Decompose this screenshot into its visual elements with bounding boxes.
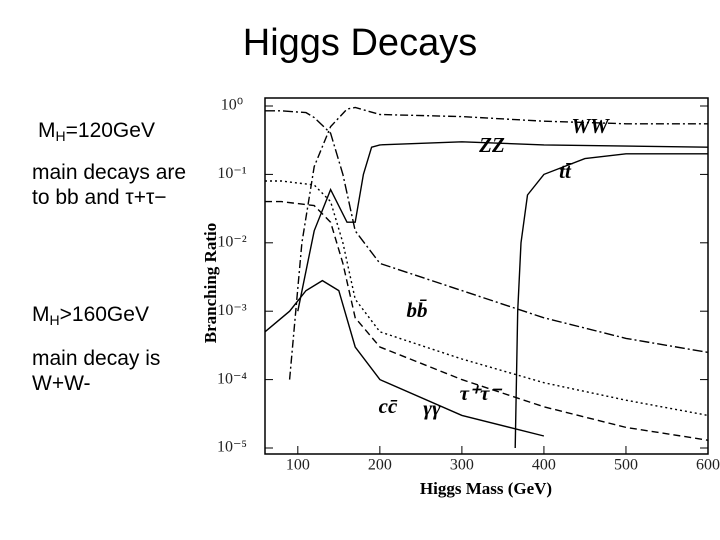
series-line — [297, 141, 708, 312]
x-tick-label: 500 — [614, 457, 638, 474]
note: main decay is W+W- — [32, 347, 161, 395]
series-line — [265, 110, 708, 354]
curve-label: cc̄ — [379, 394, 399, 418]
text: =120GeV — [65, 119, 155, 142]
curve-label: ZZ — [478, 133, 505, 157]
note: main decays are to bb and τ+τ− — [32, 161, 187, 209]
series-line — [265, 279, 545, 437]
y-tick-label: 10⁻⁴ — [217, 370, 247, 387]
note: MH=120GeV — [38, 118, 155, 149]
series-line — [514, 153, 708, 449]
curve-label: bb̄ — [407, 298, 428, 322]
y-tick-label: 10⁰ — [221, 97, 243, 114]
curve-label: tt̄ — [559, 159, 573, 183]
plot-frame — [264, 97, 709, 455]
y-tick-label: 10⁻² — [217, 233, 246, 250]
subscript: H — [49, 312, 60, 328]
text: M — [38, 119, 56, 142]
y-tick-label: 10⁻¹ — [217, 165, 246, 182]
note: MH>160GeV — [32, 302, 149, 333]
slide-title: Higgs Decays — [242, 22, 478, 64]
text: M — [32, 303, 50, 326]
subscript: H — [55, 128, 66, 144]
x-tick-label: 100 — [286, 457, 310, 474]
curve-label: WW — [571, 114, 610, 138]
y-axis-title: Branching Ratio — [201, 223, 220, 343]
series-line — [288, 106, 708, 380]
x-tick-label: 400 — [532, 457, 556, 474]
curve-label: τ⁺τ⁻ — [460, 381, 503, 405]
series-line — [265, 200, 708, 441]
y-tick-label: 10⁻⁵ — [217, 439, 247, 456]
x-tick-label: 200 — [368, 457, 392, 474]
text: >160GeV — [59, 303, 149, 326]
x-axis-title: Higgs Mass (GeV) — [420, 479, 552, 498]
x-tick-label: 300 — [450, 457, 474, 474]
x-tick-label: 600 — [696, 457, 720, 474]
y-tick-label: 10⁻³ — [217, 302, 246, 319]
curve-label: γγ — [423, 396, 441, 420]
